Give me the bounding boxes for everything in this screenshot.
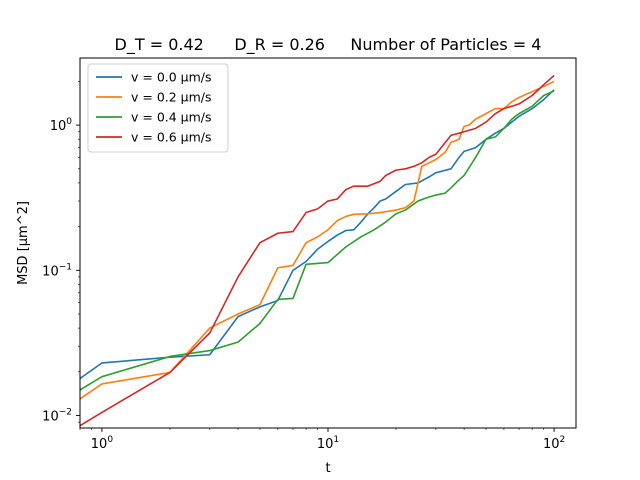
chart-title: D_T = 0.42 D_R = 0.26 Number of Particle… (115, 35, 542, 55)
x-tick-label: 102 (543, 435, 565, 452)
y-tick-label: 10−2 (42, 407, 72, 424)
series-line-0 (80, 89, 555, 380)
y-tick-label: 10−1 (42, 262, 72, 279)
legend-label-0: v = 0.0 μm/s (131, 70, 212, 85)
legend-box (87, 63, 229, 153)
legend-label-2: v = 0.4 μm/s (131, 110, 212, 125)
x-tick-label: 100 (91, 435, 114, 452)
plot-area (79, 57, 577, 429)
y-axis: 10−2 10−1 100 (42, 81, 80, 424)
series-layer (80, 74, 555, 427)
series-line-3 (80, 74, 555, 427)
legend: v = 0.0 μm/s v = 0.2 μm/s v = 0.4 μm/s v = … (87, 63, 229, 153)
x-axis-label: t (325, 461, 330, 476)
legend-label-1: v = 0.2 μm/s (131, 90, 212, 105)
x-tick-label: 101 (317, 435, 339, 452)
series-line-1 (80, 80, 555, 400)
y-axis-label: MSD [μm^2] (16, 201, 31, 285)
series-line-2 (80, 90, 555, 391)
legend-label-3: v = 0.6 μm/s (131, 130, 212, 145)
x-axis: 100 101 102 (79, 428, 565, 452)
y-tick-label: 100 (50, 117, 73, 134)
